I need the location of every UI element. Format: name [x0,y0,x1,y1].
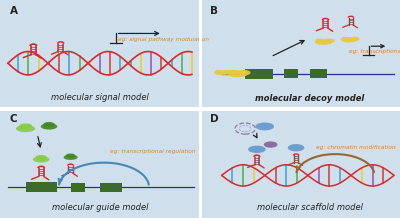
Ellipse shape [349,37,360,41]
Text: molecular guide model: molecular guide model [52,203,148,211]
Bar [26,182,57,192]
Ellipse shape [66,153,76,158]
Ellipse shape [64,155,78,160]
Ellipse shape [237,70,250,75]
Ellipse shape [256,123,274,130]
Bar [310,69,328,78]
Ellipse shape [33,156,50,163]
Ellipse shape [222,70,231,74]
Ellipse shape [288,144,304,152]
Ellipse shape [315,39,332,45]
Bar [71,182,85,192]
Text: molecular signal model: molecular signal model [51,92,149,102]
Text: molecular scaffold model: molecular scaffold model [257,203,363,211]
Bar [100,182,122,192]
Ellipse shape [214,70,222,73]
Ellipse shape [248,146,266,153]
Ellipse shape [16,125,35,132]
Ellipse shape [341,37,357,43]
Bar [284,69,298,78]
Text: D: D [210,114,218,124]
Text: eg: transcriptional regulation: eg: transcriptional regulation [349,49,400,54]
Text: eg: transcriptional regulation: eg: transcriptional regulation [110,150,196,155]
Bar [245,68,272,79]
Text: B: B [210,6,218,16]
Ellipse shape [214,70,229,75]
Ellipse shape [227,70,248,77]
Text: molecular decoy model: molecular decoy model [255,94,364,103]
Ellipse shape [264,141,278,148]
Ellipse shape [341,37,350,41]
Ellipse shape [315,39,324,43]
Text: A: A [10,6,18,16]
Ellipse shape [19,123,32,129]
Text: eg: signal pathway modulation: eg: signal pathway modulation [118,37,209,42]
Ellipse shape [228,70,238,75]
Ellipse shape [43,122,55,127]
Ellipse shape [41,123,57,129]
Text: C: C [10,114,18,124]
Text: eg: chromatin modification: eg: chromatin modification [316,145,396,150]
Ellipse shape [36,155,47,160]
Ellipse shape [324,39,335,43]
